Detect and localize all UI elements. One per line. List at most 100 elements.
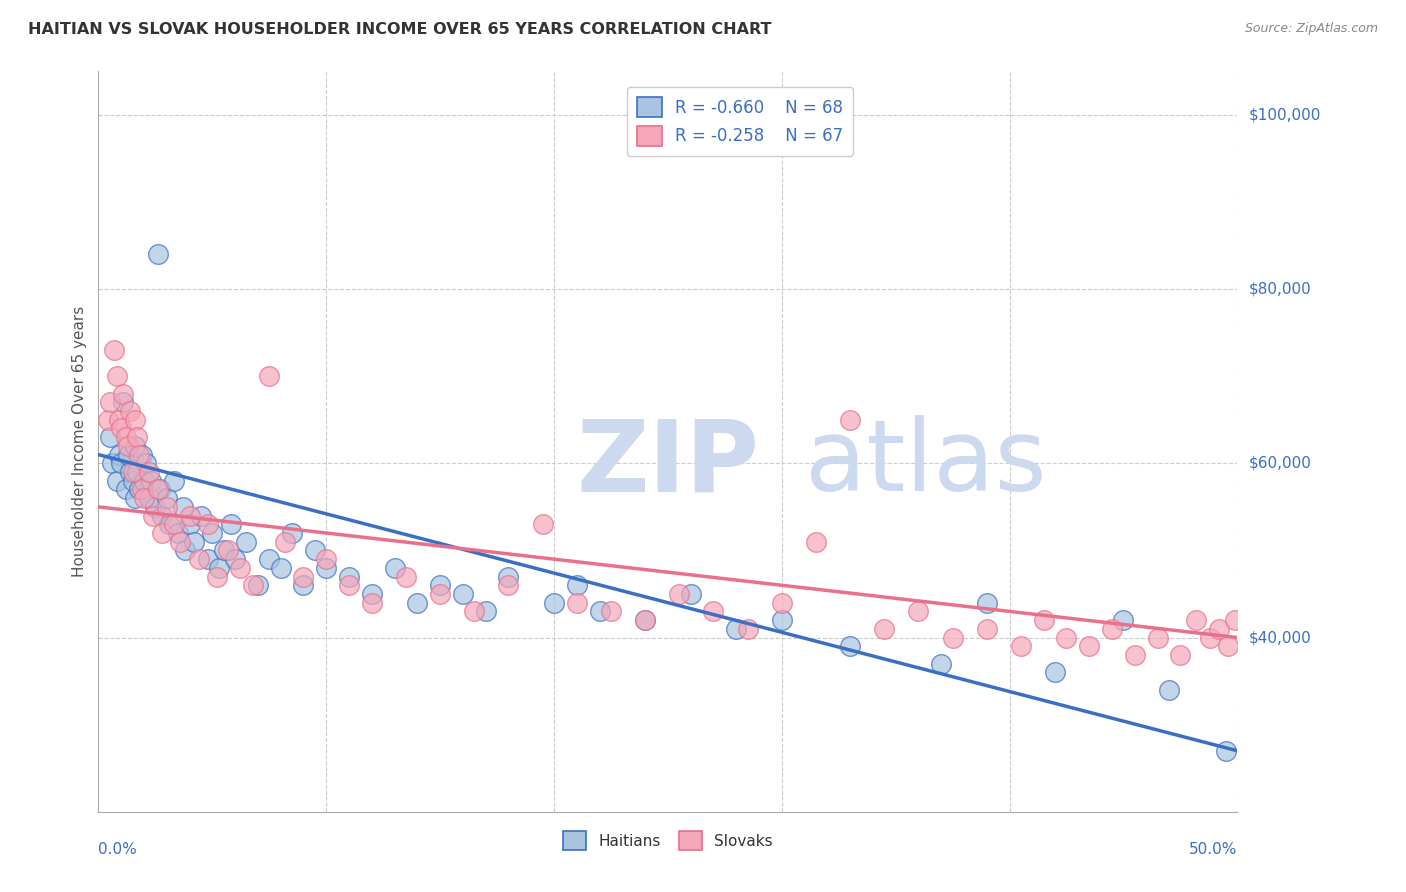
Point [634,613,657,627]
Point [942,631,965,645]
Point [190,508,212,523]
Point [360,596,382,610]
Point [112,395,135,409]
Point [108,448,131,462]
Point [873,622,896,636]
Legend: Haitians, Slovaks: Haitians, Slovaks [557,825,779,856]
Point [131,483,153,497]
Point [208,561,231,575]
Point [112,386,135,401]
Point [150,526,173,541]
Point [1218,639,1240,653]
Point [543,596,565,610]
Point [531,517,554,532]
Point [103,343,125,357]
Point [201,526,224,541]
Point [197,517,219,532]
Point [205,569,228,583]
Point [179,508,201,523]
Y-axis label: Householder Income Over 65 years: Householder Income Over 65 years [72,306,87,577]
Point [737,622,759,636]
Point [1170,648,1192,662]
Point [138,491,160,505]
Point [315,561,337,575]
Point [907,604,929,618]
Point [929,657,952,671]
Point [1054,631,1078,645]
Point [139,474,162,488]
Point [146,247,169,261]
Point [187,552,209,566]
Point [235,534,257,549]
Point [98,395,121,409]
Point [839,413,862,427]
Point [304,543,326,558]
Point [135,456,157,470]
Point [1043,665,1066,680]
Point [96,413,118,427]
Point [976,596,998,610]
Point [1032,613,1054,627]
Point [105,369,128,384]
Point [105,474,128,488]
Point [212,543,235,558]
Point [124,439,146,453]
Text: $40,000: $40,000 [1249,630,1312,645]
Point [124,413,146,427]
Point [121,474,143,488]
Point [132,491,155,505]
Point [976,622,998,636]
Point [219,517,242,532]
Point [120,465,142,479]
Point [1185,613,1208,627]
Point [131,448,153,462]
Point [167,526,190,541]
Point [108,413,131,427]
Text: Source: ZipAtlas.com: Source: ZipAtlas.com [1244,22,1378,36]
Point [565,596,588,610]
Point [157,517,180,532]
Point [156,500,179,514]
Point [1208,622,1230,636]
Point [183,534,205,549]
Point [127,430,149,444]
Point [114,430,136,444]
Point [146,483,169,497]
Point [1157,682,1180,697]
Point [281,526,304,541]
Point [114,483,136,497]
Point [588,604,610,618]
Point [217,543,239,558]
Text: 50.0%: 50.0% [1189,842,1237,857]
Point [149,483,172,497]
Point [169,534,191,549]
Point [702,604,724,618]
Point [197,552,219,566]
Point [259,369,281,384]
Point [127,465,149,479]
Point [242,578,264,592]
Point [668,587,690,601]
Point [839,639,862,653]
Point [360,587,382,601]
Point [132,474,155,488]
Text: HAITIAN VS SLOVAK HOUSEHOLDER INCOME OVER 65 YEARS CORRELATION CHART: HAITIAN VS SLOVAK HOUSEHOLDER INCOME OVE… [28,22,772,37]
Point [110,421,132,435]
Text: 0.0%: 0.0% [98,842,138,857]
Point [384,561,406,575]
Point [138,465,160,479]
Point [1123,648,1146,662]
Point [1101,622,1123,636]
Point [451,587,474,601]
Point [270,561,292,575]
Point [124,491,146,505]
Point [337,569,360,583]
Point [1078,639,1101,653]
Point [770,613,793,627]
Point [804,534,827,549]
Point [145,500,167,514]
Point [474,604,496,618]
Point [174,543,197,558]
Point [274,534,297,549]
Point [1112,613,1135,627]
